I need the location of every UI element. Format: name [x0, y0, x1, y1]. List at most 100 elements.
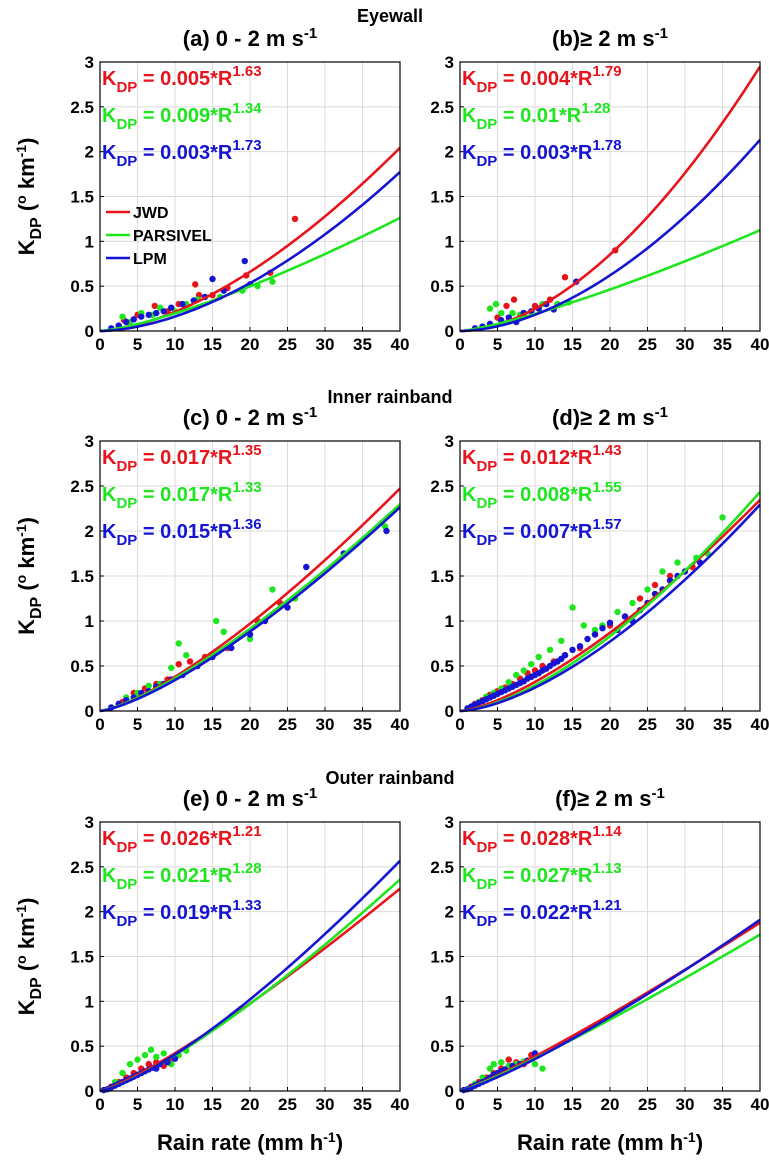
x-tick-label: 40	[391, 715, 410, 734]
fit-line-lpm	[459, 918, 761, 1093]
y-tick-label: 2.5	[70, 477, 94, 496]
fit-equation-lpm: KDP = 0.019*R1.33	[102, 897, 262, 930]
data-point-parsivel	[183, 652, 190, 659]
fit-line-lpm	[459, 138, 761, 333]
x-tick-label: 5	[133, 335, 142, 354]
fit-equation-parsivel: KDP = 0.021*R1.28	[102, 860, 262, 893]
x-tick-label: 20	[241, 1095, 260, 1114]
x-tick-label: 5	[493, 1095, 502, 1114]
data-point-parsivel	[558, 637, 565, 644]
x-tick-label: 0	[95, 335, 104, 354]
y-tick-label: 2.5	[430, 477, 454, 496]
data-point-parsivel	[509, 309, 516, 317]
x-tick-label: 10	[526, 715, 545, 734]
data-point-lpm	[153, 309, 160, 317]
data-point-parsivel	[528, 661, 535, 668]
legend-label-jwd: JWD	[133, 205, 169, 222]
data-point-lpm	[179, 300, 186, 308]
fit-equation-parsivel: KDP = 0.027*R1.13	[462, 860, 622, 893]
data-point-lpm	[561, 652, 569, 659]
data-point-parsivel	[175, 640, 182, 647]
x-tick-label: 5	[133, 715, 142, 734]
data-point-parsivel	[539, 1065, 546, 1072]
data-point-jwd	[151, 302, 158, 310]
data-point-jwd	[503, 302, 510, 310]
x-tick-label: 25	[278, 715, 297, 734]
data-point-lpm	[569, 646, 576, 653]
data-point-parsivel	[498, 1059, 505, 1066]
x-tick-label: 35	[353, 715, 372, 734]
y-tick-label: 0.5	[70, 277, 94, 296]
y-tick-label: 0	[85, 702, 94, 721]
fit-equation-parsivel: KDP = 0.01*R1.28	[462, 100, 610, 133]
y-axis-label: KDP (o km-1)	[13, 898, 45, 1016]
data-point-lpm	[303, 563, 310, 571]
panel-title: (b)≥ 2 m s-1	[552, 25, 668, 51]
data-point-lpm	[168, 304, 175, 311]
y-tick-label: 2.5	[70, 858, 94, 877]
y-tick-label: 1	[445, 992, 454, 1011]
data-point-parsivel	[674, 559, 681, 566]
x-tick-label: 20	[241, 335, 260, 354]
y-tick-label: 1.5	[430, 567, 454, 586]
x-tick-label: 20	[601, 1095, 620, 1114]
x-tick-label: 15	[563, 715, 582, 734]
fit-equation-parsivel: KDP = 0.017*R1.33	[102, 479, 262, 512]
fit-line-jwd	[459, 499, 761, 713]
y-tick-label: 0.5	[430, 277, 454, 296]
x-tick-label: 15	[203, 715, 222, 734]
y-tick-label: 0	[85, 1082, 94, 1101]
x-tick-label: 40	[391, 1095, 410, 1114]
data-point-lpm	[241, 257, 248, 265]
panel-a: (a) 0 - 2 m s-1 0 5 10 15 20 25 30 35 40 0 0.5 1 1.5 2…	[13, 25, 409, 354]
data-point-parsivel	[569, 604, 576, 611]
data-point-parsivel	[134, 1056, 141, 1063]
panel-c: (c) 0 - 2 m s-1 0 5 10 15 20 25 30 35 40 0 0.5 1 1.5 2…	[13, 404, 409, 734]
row-title: Outer rainband	[325, 768, 454, 788]
x-tick-label: 25	[278, 1095, 297, 1114]
x-tick-label: 20	[601, 715, 620, 734]
y-tick-label: 2.5	[430, 858, 454, 877]
data-point-parsivel	[168, 664, 175, 671]
data-point-parsivel	[591, 626, 599, 634]
y-tick-label: 1.5	[430, 948, 454, 967]
fit-equation-jwd: KDP = 0.017*R1.35	[102, 442, 262, 475]
y-tick-label: 1	[445, 232, 454, 251]
y-tick-label: 2	[445, 903, 454, 922]
fit-equation-lpm: KDP = 0.003*R1.73	[102, 137, 262, 170]
data-point-parsivel	[220, 628, 227, 635]
x-tick-label: 5	[133, 1095, 142, 1114]
fit-line-parsivel	[99, 216, 401, 333]
x-tick-label: 5	[493, 715, 502, 734]
data-point-parsivel	[269, 278, 276, 285]
x-tick-label: 20	[241, 715, 260, 734]
data-point-jwd	[636, 595, 644, 602]
y-axis-label: KDP (o km-1)	[13, 517, 45, 635]
panel-title: (d)≥ 2 m s-1	[552, 404, 668, 430]
data-point-parsivel	[490, 1060, 497, 1068]
row-title: Eyewall	[357, 6, 423, 26]
data-point-jwd	[510, 296, 518, 303]
fit-equation-jwd: KDP = 0.026*R1.21	[102, 823, 262, 856]
data-point-parsivel	[119, 313, 126, 320]
fit-equation-lpm: KDP = 0.022*R1.21	[462, 897, 622, 930]
data-point-parsivel	[486, 1065, 494, 1072]
data-point-parsivel	[153, 1053, 160, 1061]
legend-label-parsivel: PARSIVEL	[133, 228, 212, 245]
fit-equation-parsivel: KDP = 0.009*R1.34	[102, 100, 262, 133]
data-point-lpm	[576, 643, 584, 650]
x-tick-label: 0	[455, 1095, 464, 1114]
fit-equation-parsivel: KDP = 0.008*R1.55	[462, 479, 622, 512]
fit-equation-lpm: KDP = 0.015*R1.36	[102, 516, 262, 549]
x-tick-label: 35	[353, 1095, 372, 1114]
x-tick-label: 35	[713, 715, 732, 734]
fit-equation-jwd: KDP = 0.012*R1.43	[462, 442, 622, 475]
y-tick-label: 3	[85, 432, 94, 451]
x-tick-label: 10	[526, 1095, 545, 1114]
data-point-parsivel	[719, 514, 726, 521]
data-point-parsivel	[160, 1050, 167, 1057]
data-point-parsivel	[147, 1046, 155, 1053]
y-tick-label: 2	[85, 522, 94, 541]
fit-line-lpm	[459, 503, 761, 713]
